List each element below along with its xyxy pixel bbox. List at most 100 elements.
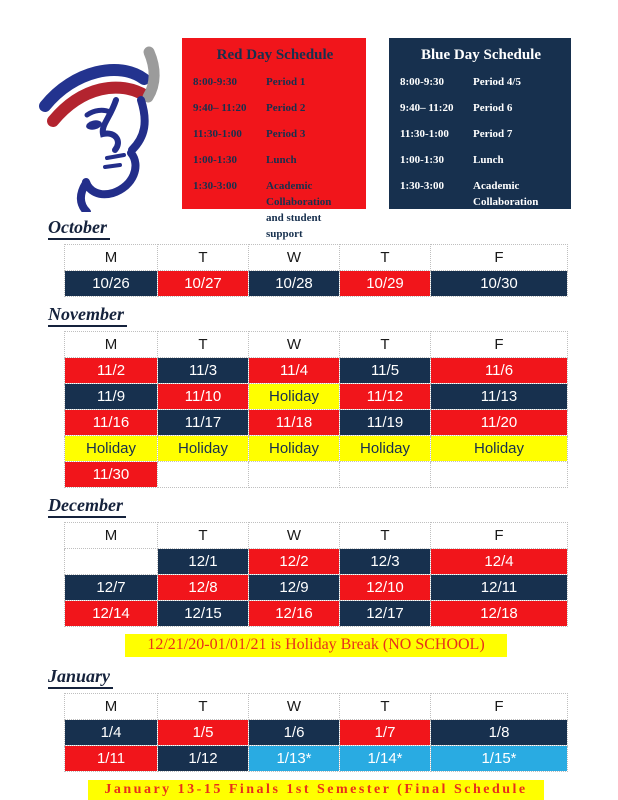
calendar-day-cell: 12/8 [157,574,249,601]
schedule-period-label: Period 1 [266,76,306,88]
calendar-day-cell: 12/7 [64,574,158,601]
calendar-empty-cell [157,461,249,488]
schedule-row: 1:30-3:00 Academic Collaboration and stud… [400,179,562,243]
weekday-header: T [339,244,431,271]
schedule-time: 8:00-9:30 [400,76,444,88]
schedule-time: 1:30-3:00 [193,179,237,192]
calendar-week-row: 1/11 1/12 1/13* 1/14* 1/15* [64,745,568,772]
schedule-time: 11:30-1:00 [400,127,449,140]
calendar-day-cell: 1/13* [248,745,340,772]
month-title: October [48,217,110,240]
calendar-day-cell: 12/18 [430,600,568,627]
schedule-period-label: Period 2 [266,101,306,114]
calendar-day-cell: 11/19 [339,409,431,436]
calendar-week-row: 11/2 11/3 11/4 11/5 11/6 [64,357,568,384]
schedule-row: 11:30-1:00 Period 3 [193,127,357,143]
calendar-day-cell: 1/8 [430,719,568,746]
schedule-period-label: Academic Collaboration and student suppo… [473,179,539,240]
calendar-day-cell: Holiday [157,435,249,462]
calendar-day-cell: 1/6 [248,719,340,746]
schedule-period-label: Period 3 [266,127,306,140]
calendar-day-cell: 1/5 [157,719,249,746]
calendar-day-cell: 11/30 [64,461,158,488]
calendar-day-cell: 12/3 [339,548,431,575]
calendar-day-cell: 1/11 [64,745,158,772]
header-section: Red Day Schedule 8:00-9:30 Period 1 9:40– … [0,0,618,240]
schedule-time: 1:30-3:00 [400,179,444,192]
schedule-time: 8:00-9:30 [193,76,237,88]
calendar-months: October M T W T F 10/26 10/27 10/28 10/29 10/30 Nov… [0,210,618,800]
calendar-day-cell: 11/5 [339,357,431,384]
schedule-row: 8:00-9:30 Period 1 [193,75,357,91]
red-day-schedule-rows: 8:00-9:30 Period 1 9:40– 11:20 Period 2 11:3… [193,75,357,243]
schedule-time: 9:40– 11:20 [400,101,454,114]
weekday-header: T [157,522,249,549]
calendar-day-cell: 11/6 [430,357,568,384]
schedule-period-label: Period 4/5 [473,76,521,88]
schedule-period-label: Period 6 [473,101,513,114]
schedule-row: 9:40– 11:20 Period 2 [193,101,357,117]
calendar-day-cell: Holiday [248,383,340,410]
blue-day-schedule-title: Blue Day Schedule [420,47,541,63]
calendar-day-cell: 11/17 [157,409,249,436]
month-title: November [48,304,127,327]
calendar-day-cell: 11/18 [248,409,340,436]
calendar-day-cell: 12/10 [339,574,431,601]
calendar-week-row: 12/14 12/15 12/16 12/17 12/18 [64,600,568,627]
calendar-empty-cell [430,461,568,488]
blue-day-schedule-box: Blue Day Schedule 8:00-9:30 Period 4/5 9:4… [389,38,571,240]
calendar-day-cell: 11/2 [64,357,158,384]
schedule-period-label: Lunch [473,153,504,166]
calendar-day-cell: 11/20 [430,409,568,436]
calendar-day-cell: 12/9 [248,574,340,601]
schedule-time: 11:30-1:00 [193,127,242,140]
weekday-header: T [157,693,249,720]
calendar-week-row: 12/1 12/2 12/3 12/4 [64,548,568,575]
month-section-november: November M T W T F 11/2 11/3 11/4 11/5 11/6 11/9 11/… [48,297,618,488]
blue-day-schedule-rows: 8:00-9:30 Period 4/5 9:40– 11:20 Period 6 11… [400,75,562,243]
month-title: January [48,666,114,689]
calendar-table: M T W T F 11/2 11/3 11/4 11/5 11/6 11/9 11/10 Holida… [64,331,568,488]
schedule-row: 1:00-1:30 Lunch [193,153,357,169]
weekday-header: M [64,693,158,720]
month-section-december: December M T W T F 12/1 12/2 12/3 12/4 12/7 12/8 12/… [48,488,618,657]
weekday-header: T [157,331,249,358]
weekday-header: T [339,693,431,720]
weekday-header: F [430,244,568,271]
calendar-day-cell: 1/15* [430,745,568,772]
calendar-week-row: 1/4 1/5 1/6 1/7 1/8 [64,719,568,746]
calendar-week-row: 10/26 10/27 10/28 10/29 10/30 [64,270,568,297]
calendar-week-row: 12/7 12/8 12/9 12/10 12/11 [64,574,568,601]
calendar-day-cell: 11/12 [339,383,431,410]
red-day-schedule-title: Red Day Schedule [216,47,334,63]
calendar-day-cell: 10/30 [430,270,568,297]
calendar-day-cell: 12/15 [157,600,249,627]
weekday-header: W [248,331,340,358]
schedule-row: 11:30-1:00 Period 7 [400,127,562,143]
calendar-table: M T W T F 12/1 12/2 12/3 12/4 12/7 12/8 12/9 12/10 12… [64,522,568,627]
calendar-day-cell: Holiday [430,435,568,462]
calendar-day-cell: Holiday [339,435,431,462]
holiday-banner: 12/21/20-01/01/21 is Holiday Break (NO S… [125,634,507,657]
schedule-time: 1:00-1:30 [400,153,444,166]
calendar-day-cell: 1/12 [157,745,249,772]
calendar-day-cell: 11/10 [157,383,249,410]
schedule-period-label: Academic Collaboration and student suppo… [266,179,332,240]
schedule-period-label: Lunch [266,153,297,166]
weekday-header: W [248,244,340,271]
weekday-header: F [430,693,568,720]
month-section-january: January M T W T F 1/4 1/5 1/6 1/7 1/8 1/11 1/12 1/13*… [48,659,618,800]
calendar-day-cell: 12/17 [339,600,431,627]
calendar-day-cell: 10/26 [64,270,158,297]
calendar-day-cell: 12/11 [430,574,568,601]
schedule-period-label: Period 7 [473,127,513,140]
weekday-header: F [430,331,568,358]
calendar-empty-cell [248,461,340,488]
schedule-time: 1:00-1:30 [193,153,237,166]
schedule-row: 1:00-1:30 Lunch [400,153,562,169]
calendar-empty-cell [339,461,431,488]
weekday-header: M [64,522,158,549]
calendar-table: M T W T F 1/4 1/5 1/6 1/7 1/8 1/11 1/12 1/13* 1/14* 1/… [64,693,568,772]
